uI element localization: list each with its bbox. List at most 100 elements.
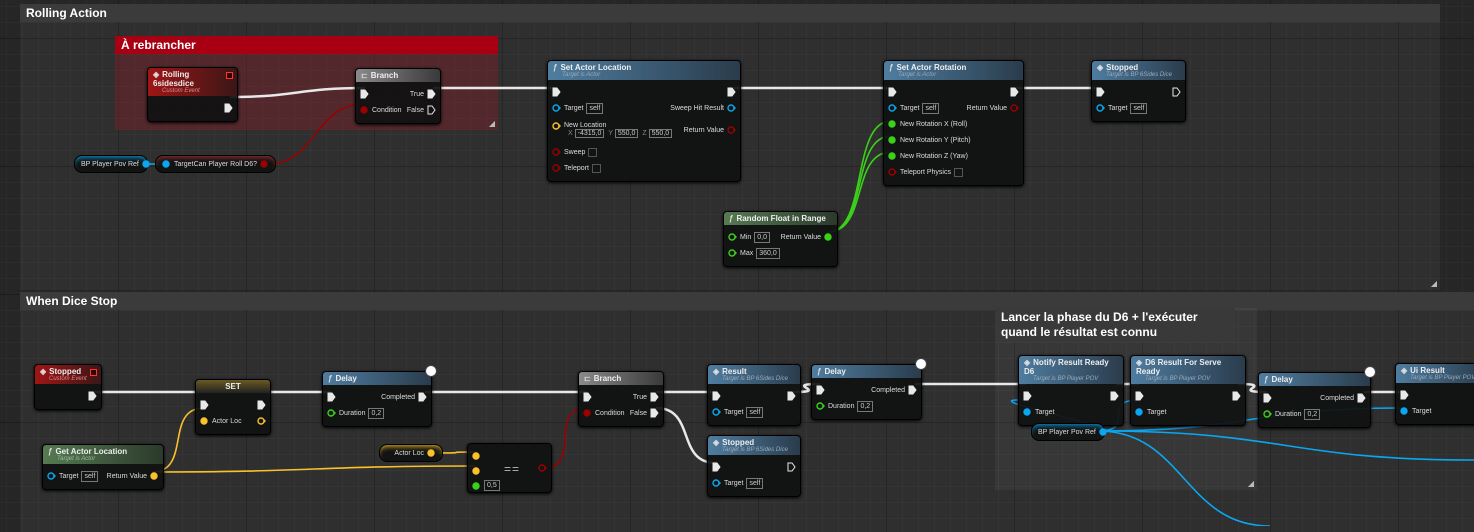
input-pin[interactable] <box>1400 390 1409 400</box>
object-pin-icon[interactable] <box>162 160 171 168</box>
exec-pin-icon[interactable] <box>1023 391 1032 401</box>
input-pin[interactable]: Min 0,0 <box>728 231 771 243</box>
pin-default-value[interactable]: 360,0 <box>756 247 780 259</box>
node-header[interactable]: ƒ Set Actor Rotation Target is Actor <box>884 61 1023 80</box>
pin-default-value[interactable]: self <box>586 102 604 114</box>
exec-pin-icon[interactable] <box>427 105 436 115</box>
float-pin-icon[interactable] <box>728 233 737 241</box>
exec-pin-icon[interactable] <box>418 392 427 402</box>
exec-pin-icon[interactable] <box>88 391 97 401</box>
input-pin[interactable] <box>1135 391 1144 401</box>
output-pin[interactable]: True <box>633 392 659 402</box>
bool-wire[interactable] <box>542 407 588 469</box>
pin-checkbox[interactable] <box>591 163 601 173</box>
object-wire[interactable] <box>1097 430 1474 461</box>
input-pin[interactable]: Target self <box>1096 102 1148 114</box>
exec-pin-icon[interactable] <box>583 392 592 402</box>
exec-pin-icon[interactable] <box>650 408 659 418</box>
float-pin-icon[interactable] <box>1263 410 1272 418</box>
input-pin[interactable]: Condition <box>360 106 402 114</box>
node-delay2[interactable]: ƒ Delay Completed Duration 0,2 <box>811 358 927 420</box>
node-d6serve[interactable]: ◈ D6 Result For Serve Ready Target is BP P… <box>1130 355 1246 426</box>
node-stoppedEv[interactable]: ◈ Stopped Custom Event <box>34 364 102 410</box>
exec-pin-icon[interactable] <box>1232 391 1241 401</box>
vector-pin-icon[interactable] <box>427 449 436 457</box>
input-pin[interactable] <box>712 462 721 472</box>
node-notify[interactable]: ◈ Notify Result Ready D6 Target is BP Play… <box>1018 355 1124 426</box>
float-pin-icon[interactable] <box>824 233 833 241</box>
input-pin[interactable] <box>360 89 369 99</box>
output-pin[interactable]: Completed <box>871 385 917 395</box>
object-wire[interactable] <box>1097 430 1271 526</box>
output-pin[interactable] <box>257 400 266 410</box>
node-header[interactable]: ◈ Ui Result Target is BP Player POV <box>1396 364 1474 383</box>
output-pin[interactable]: Return Value <box>967 104 1019 112</box>
float-wire[interactable] <box>827 151 892 233</box>
bool-pin-icon[interactable] <box>1010 104 1019 112</box>
input-pin[interactable]: Target self <box>888 102 940 114</box>
vector-z-field[interactable]: 550,0 <box>648 129 673 138</box>
output-pin[interactable] <box>257 417 266 425</box>
node-branch2[interactable]: ⊏ Branch True Condition False <box>578 371 664 427</box>
exec-pin-icon[interactable] <box>552 87 561 97</box>
output-pin[interactable] <box>1110 391 1119 401</box>
node-rolling[interactable]: ◈ Rolling 6sidesdice Custom Event <box>147 67 238 122</box>
float-pin-icon[interactable] <box>888 120 897 128</box>
exec-pin-icon[interactable] <box>650 392 659 402</box>
input-pin[interactable]: Target <box>162 160 193 168</box>
node-header[interactable]: ◈ D6 Result For Serve Ready Target is BP P… <box>1131 356 1245 384</box>
resize-handle-icon[interactable]: ◢ <box>1430 279 1437 288</box>
float-pin-icon[interactable] <box>327 409 336 417</box>
exec-pin-icon[interactable] <box>257 400 266 410</box>
exec-wire[interactable] <box>1237 382 1268 394</box>
input-pin[interactable] <box>1023 391 1032 401</box>
exec-pin-icon[interactable] <box>888 87 897 97</box>
bool-pin-icon[interactable] <box>888 168 897 176</box>
node-stopped1[interactable]: ◈ Stopped Target is BP 6Sides Dice Target se… <box>1091 60 1186 122</box>
vector-wire[interactable] <box>435 451 477 454</box>
object-pin-icon[interactable] <box>1096 104 1105 112</box>
object-pin-icon[interactable] <box>1023 408 1032 416</box>
bool-pin-icon[interactable] <box>360 106 369 114</box>
input-pin[interactable]: Duration 0,2 <box>1263 408 1321 420</box>
output-pin[interactable]: Return Value <box>781 233 833 241</box>
exec-pin-icon[interactable] <box>816 385 825 395</box>
float-pin-icon[interactable] <box>816 402 825 410</box>
input-pin[interactable]: Target <box>1023 408 1054 416</box>
object-pin-icon[interactable] <box>1135 408 1144 416</box>
exec-pin-icon[interactable] <box>427 89 436 99</box>
output-pin[interactable] <box>787 391 796 401</box>
input-pin[interactable] <box>200 400 209 410</box>
output-pin[interactable] <box>224 103 233 113</box>
output-pin[interactable]: Return Value <box>107 472 159 480</box>
node-set[interactable]: SET Actor Loc <box>195 379 271 435</box>
output-pin[interactable] <box>88 391 97 401</box>
output-pin[interactable]: True <box>410 89 436 99</box>
node-header[interactable]: ƒ Get Actor Location Target is Actor <box>43 445 163 464</box>
vector-y-field[interactable]: 550,0 <box>614 129 639 138</box>
input-pin[interactable] <box>712 391 721 401</box>
vector-x-field[interactable]: -4315,0 <box>574 129 605 138</box>
exec-wire[interactable] <box>655 406 717 465</box>
node-header[interactable]: ◈ Stopped Target is BP 6Sides Dice <box>1092 61 1185 80</box>
pin-default-value[interactable]: self <box>81 470 99 482</box>
output-pin[interactable]: Completed <box>381 392 427 402</box>
vector-pin-icon[interactable] <box>552 122 561 130</box>
vector-pin-icon[interactable] <box>472 466 481 475</box>
vector-pin-icon[interactable] <box>150 472 159 480</box>
input-pin[interactable] <box>1263 393 1272 403</box>
bool-pin-icon[interactable] <box>583 409 592 417</box>
output-pin[interactable]: Return Value <box>684 126 736 134</box>
node-eq[interactable]: 0,5 == <box>467 443 552 493</box>
node-randf[interactable]: ƒ Random Float in Range Min 0,0 Return Value… <box>723 211 838 267</box>
output-pin[interactable] <box>1172 87 1181 97</box>
exec-pin-icon[interactable] <box>360 89 369 99</box>
node-header[interactable]: ◈ Stopped Target is BP 6Sides Dice <box>708 436 800 455</box>
exec-pin-icon[interactable] <box>712 462 721 472</box>
pin-default-value[interactable]: 0,2 <box>1304 408 1321 420</box>
pin-checkbox[interactable] <box>588 147 598 157</box>
object-pin-icon[interactable] <box>552 104 561 112</box>
input-pin[interactable] <box>472 451 481 460</box>
node-delay1[interactable]: ƒ Delay Completed Duration 0,2 <box>322 365 437 427</box>
exec-pin-icon[interactable] <box>327 392 336 402</box>
